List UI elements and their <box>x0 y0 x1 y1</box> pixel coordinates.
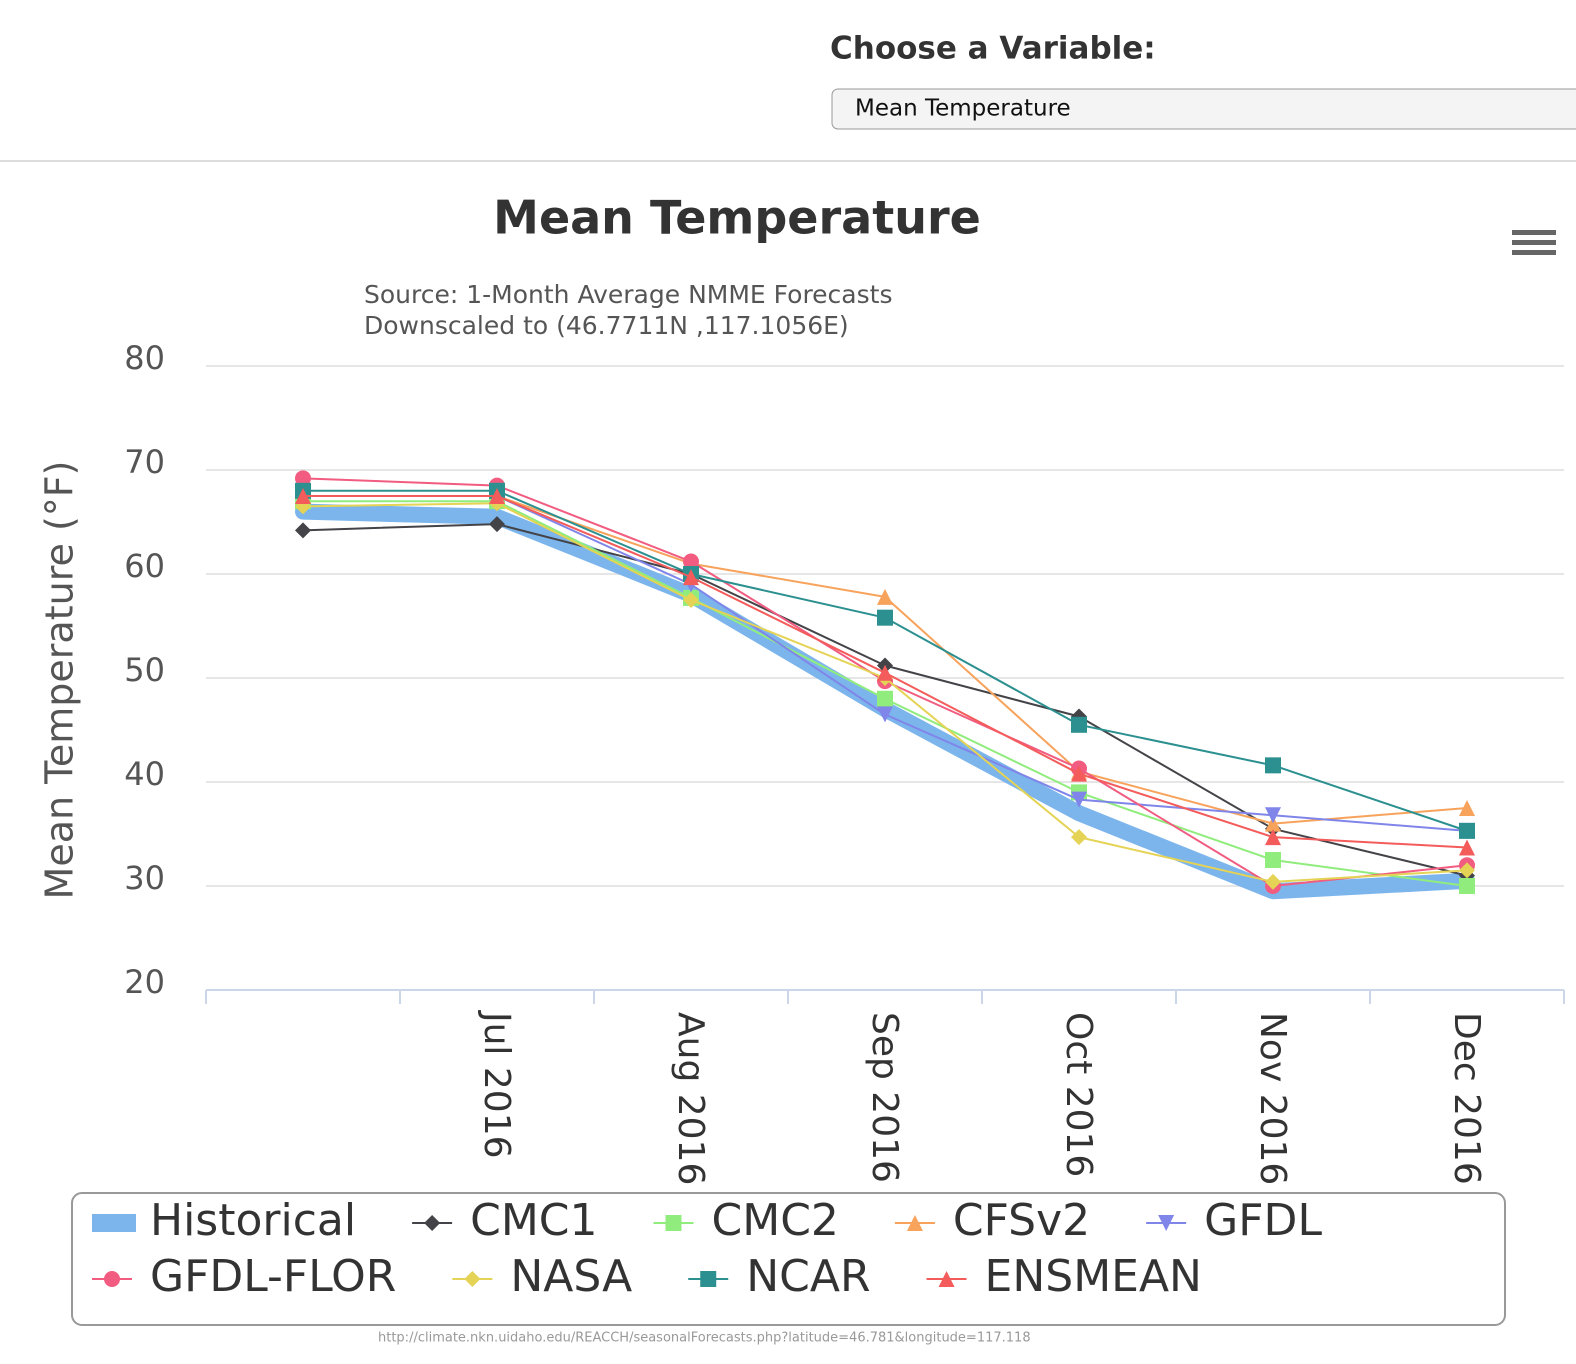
marker <box>938 1271 955 1287</box>
legend-label: Historical <box>150 1195 356 1246</box>
chart-subtitle: Source: 1-Month Average NMME Forecasts <box>364 280 892 309</box>
legend-label: CMC2 <box>712 1195 839 1246</box>
marker <box>683 553 699 570</box>
x-tick-label: Oct 2016 <box>1058 1012 1099 1177</box>
y-axis-title: Mean Temperature (°F) <box>38 461 82 900</box>
marker <box>877 609 893 626</box>
marker <box>489 516 505 533</box>
x-tick-label: Dec 2016 <box>1446 1012 1487 1185</box>
marker <box>877 690 893 707</box>
marker <box>1071 716 1087 733</box>
legend-label: NASA <box>510 1251 632 1302</box>
footer-url: http://climate.nkn.uidaho.edu/REACCH/sea… <box>378 1331 1031 1346</box>
legend-item[interactable]: GFDL <box>1146 1195 1322 1246</box>
y-tick-label: 20 <box>124 963 165 1001</box>
legend-item[interactable]: GFDL-FLOR <box>92 1251 396 1302</box>
marker <box>489 488 505 504</box>
marker <box>700 1271 717 1287</box>
marker <box>424 1215 441 1231</box>
legend-item[interactable]: Historical <box>92 1195 356 1246</box>
marker <box>1265 815 1281 832</box>
marker <box>906 1215 923 1231</box>
x-tick-label: Aug 2016 <box>670 1012 711 1185</box>
legend-item[interactable]: NASA <box>452 1251 632 1302</box>
variable-select-value: Mean Temperature <box>855 96 1071 122</box>
marker <box>464 1271 481 1287</box>
marker <box>1265 757 1281 774</box>
marker <box>877 706 893 723</box>
chart-subtitle: Downscaled to (46.7711N ,117.1056E) <box>364 311 849 340</box>
y-tick-label: 60 <box>124 547 165 585</box>
legend-label: ENSMEAN <box>985 1251 1202 1302</box>
legend-item[interactable]: CFSv2 <box>894 1195 1090 1246</box>
variable-label: Choose a Variable: <box>830 31 1156 67</box>
legend-item[interactable]: ENSMEAN <box>926 1251 1202 1302</box>
marker <box>1265 829 1281 846</box>
legend-label: CMC1 <box>470 1195 597 1246</box>
marker <box>1071 829 1087 846</box>
legend-symbol <box>92 1214 136 1232</box>
legend-item[interactable]: CMC1 <box>412 1195 598 1246</box>
marker <box>1158 1215 1175 1231</box>
y-tick-label: 40 <box>124 755 165 793</box>
legend-label: CFSv2 <box>953 1195 1090 1246</box>
marker <box>665 1215 682 1231</box>
legend-label: GFDL-FLOR <box>150 1251 396 1302</box>
marker <box>1265 873 1281 890</box>
marker <box>683 569 699 586</box>
marker <box>1459 800 1475 816</box>
menu-bar <box>1512 240 1556 245</box>
variable-select[interactable] <box>831 88 1576 130</box>
marker <box>877 588 893 605</box>
legend-label: NCAR <box>746 1251 870 1302</box>
marker <box>1459 822 1475 839</box>
x-tick-label: Nov 2016 <box>1252 1012 1293 1185</box>
marker <box>104 1271 120 1287</box>
marker <box>295 488 311 504</box>
marker <box>1459 839 1475 856</box>
chart-title: Mean Temperature <box>493 191 981 245</box>
marker <box>1071 791 1087 808</box>
marker <box>1265 852 1281 868</box>
menu-bar <box>1512 230 1556 235</box>
marker <box>1459 862 1475 879</box>
x-tick-label: Jul 2016 <box>476 1010 517 1159</box>
marker <box>1071 765 1087 782</box>
marker <box>683 592 699 608</box>
legend-label: GFDL <box>1204 1195 1322 1246</box>
legend-item[interactable]: CMC2 <box>653 1195 839 1246</box>
y-tick-label: 30 <box>124 859 165 897</box>
y-tick-label: 50 <box>124 651 165 689</box>
marker <box>295 470 311 487</box>
marker <box>1459 878 1475 894</box>
x-tick-label: Sep 2016 <box>864 1012 905 1183</box>
y-tick-label: 80 <box>124 339 165 377</box>
marker <box>295 522 311 539</box>
menu-bar <box>1512 250 1556 255</box>
y-tick-label: 70 <box>124 443 165 481</box>
series <box>295 488 1475 856</box>
legend-item[interactable]: NCAR <box>688 1251 871 1302</box>
menu-button[interactable] <box>1512 230 1556 255</box>
marker <box>1265 807 1281 824</box>
marker <box>877 664 893 681</box>
